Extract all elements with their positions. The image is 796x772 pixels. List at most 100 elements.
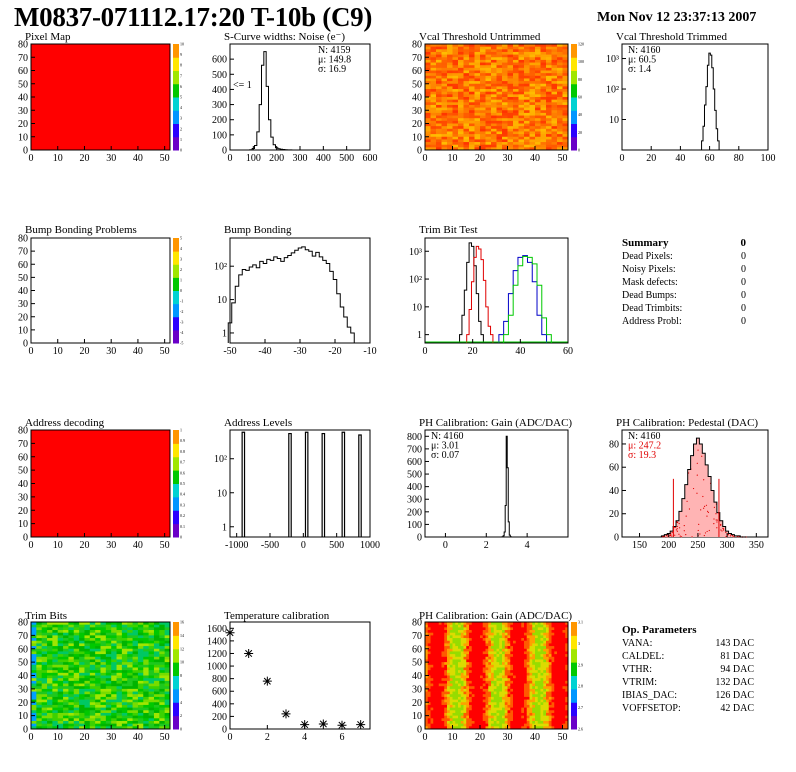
heatmap-cell (491, 46, 497, 50)
heatmap-cell (502, 699, 506, 703)
heatmap-cell (441, 73, 448, 77)
heatmap-cell (57, 656, 64, 660)
heatmap-cell (79, 664, 85, 668)
heatmap-cell (496, 57, 503, 61)
heatmap-cell (463, 694, 467, 698)
heatmap-cell (41, 654, 48, 658)
heatmap-cell (491, 675, 495, 679)
heatmap-cell (68, 686, 75, 690)
xaxis-tick-label: 0 (29, 540, 34, 551)
heatmap-cell (535, 139, 541, 143)
heatmap-cell (148, 659, 155, 663)
color-scale-cell (571, 710, 577, 714)
zaxis-tick-label: 60 (578, 95, 582, 100)
heatmap-cell (540, 102, 547, 106)
heatmap-cell (540, 632, 544, 636)
heatmap-cell (121, 710, 128, 714)
heatmap-cell (132, 624, 139, 628)
heatmap-cell (132, 646, 139, 650)
heatmap-cell (518, 638, 522, 642)
heatmap-cell (95, 643, 101, 647)
heatmap-cell (524, 99, 530, 103)
heatmap-cell (526, 691, 530, 695)
heatmap-cell (491, 696, 495, 700)
heatmap-cell (529, 688, 533, 692)
heatmap-cell (463, 86, 470, 90)
heatmap-cell (63, 670, 69, 674)
heatmap-cell (521, 662, 525, 666)
heatmap-cell (480, 640, 484, 644)
histogram-hatch-dot (685, 515, 687, 517)
heatmap-cell (557, 89, 563, 93)
heatmap-cell (438, 678, 442, 682)
histogram-hatch-dot (721, 530, 723, 532)
heatmap-cell (425, 680, 429, 684)
heatmap-cell (546, 78, 552, 82)
heatmap-cell (127, 696, 133, 700)
heatmap-cell (529, 630, 533, 634)
heatmap-cell (507, 147, 514, 151)
heatmap-cell (127, 678, 133, 682)
heatmap-cell (52, 635, 59, 639)
heatmap-cell (447, 699, 451, 703)
heatmap-cell (513, 128, 519, 132)
heatmap-cell (551, 120, 558, 124)
heatmap-cell (164, 688, 171, 692)
heatmap-cell (89, 656, 96, 660)
heatmap-cell (89, 707, 96, 711)
heatmap-cell (499, 656, 503, 660)
heatmap-cell (493, 656, 497, 660)
heatmap-cell (562, 144, 569, 148)
yaxis-tick-label: 50 (18, 79, 28, 90)
heatmap-cell (518, 57, 525, 61)
histogram-series-line (503, 255, 552, 343)
heatmap-cell (469, 142, 475, 146)
heatmap-cell (452, 110, 459, 114)
heatmap-cell (504, 678, 508, 682)
heatmap-cell (63, 696, 69, 700)
heatmap-cell (513, 118, 519, 122)
heatmap-cell (499, 635, 503, 639)
heatmap-cell (95, 723, 101, 727)
heatmap-cell (164, 699, 171, 703)
xaxis-tick-label: -1000 (225, 540, 248, 551)
heatmap-cell (526, 662, 530, 666)
yaxis-tick-label: 0 (222, 146, 227, 157)
heatmap-cell (36, 646, 43, 650)
heatmap-cell (557, 707, 561, 711)
heatmap-cell (441, 678, 445, 682)
heatmap-cell (137, 656, 144, 660)
heatmap-cell (482, 696, 486, 700)
heatmap-cell (153, 720, 160, 725)
page-title: M0837-071112.17:20 T-10b (C9) (14, 2, 373, 32)
heatmap-cell (507, 680, 511, 684)
heatmap-cell (518, 678, 522, 682)
heatmap-cell (543, 680, 547, 684)
heatmap-cell (84, 726, 91, 730)
heatmap-cell (499, 638, 503, 642)
heatmap-cell (458, 131, 464, 135)
peak-bar (304, 431, 309, 537)
heatmap-cell (546, 651, 550, 655)
heatmap-cell (537, 627, 541, 631)
heatmap-cell (491, 672, 495, 676)
heatmap-cell (427, 715, 431, 719)
heatmap-cell (438, 683, 442, 687)
heatmap-cell (105, 710, 112, 714)
heatmap-cell (460, 656, 464, 660)
heatmap-cell (52, 712, 59, 717)
heatmap-cell (562, 688, 566, 692)
heatmap-cell (485, 104, 492, 108)
color-scale-cell (173, 99, 179, 103)
plot-frame (30, 237, 171, 344)
heatmap-cell (458, 57, 464, 61)
heatmap-cell (546, 65, 552, 69)
heatmap-cell (425, 126, 431, 130)
heatmap-cell (507, 718, 511, 722)
heatmap-cell (137, 683, 144, 687)
heatmap-cell (513, 726, 517, 730)
heatmap-cell (496, 678, 500, 682)
heatmap-cell (515, 648, 519, 652)
heatmap-cell (68, 694, 75, 698)
heatmap-cell (485, 91, 492, 95)
